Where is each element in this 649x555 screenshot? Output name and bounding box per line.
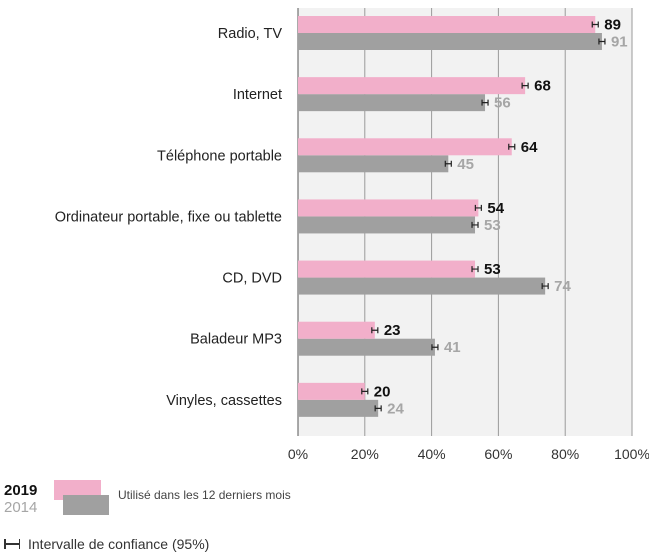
category-label: Radio, TV bbox=[218, 26, 283, 42]
value-label-2014: 56 bbox=[494, 95, 511, 112]
error-bar-2014 bbox=[598, 38, 606, 45]
x-tick-label: 40% bbox=[418, 446, 446, 462]
bar-2019 bbox=[298, 260, 476, 278]
bar-2014 bbox=[298, 399, 379, 417]
error-bar-2019 bbox=[371, 327, 379, 334]
value-label-2019: 54 bbox=[487, 200, 504, 217]
bar-2014 bbox=[298, 155, 449, 173]
value-label-2019: 89 bbox=[604, 17, 621, 34]
x-tick-label: 100% bbox=[614, 446, 649, 462]
error-bar-2019 bbox=[508, 143, 516, 150]
x-tick-label: 20% bbox=[351, 446, 379, 462]
x-tick-label: 0% bbox=[288, 446, 308, 462]
bar-2014 bbox=[298, 33, 602, 50]
error-bar-2014 bbox=[481, 99, 489, 106]
value-label-2019: 68 bbox=[534, 78, 551, 95]
x-tick-labels: 0% 20% 40% 60% 80% 100% bbox=[288, 446, 649, 462]
error-bars bbox=[361, 21, 606, 412]
bar-2014 bbox=[298, 216, 476, 234]
value-label-2014: 45 bbox=[457, 156, 474, 173]
error-bar-2014 bbox=[444, 160, 452, 167]
category-label: Internet bbox=[233, 87, 282, 103]
x-tick-label: 80% bbox=[551, 446, 579, 462]
error-bar-2019 bbox=[521, 82, 529, 89]
bar-2014 bbox=[298, 338, 435, 356]
value-label-2019: 64 bbox=[521, 139, 538, 156]
bar-2019 bbox=[298, 138, 512, 156]
error-bar-2019 bbox=[591, 21, 599, 28]
category-label: Vinyles, cassettes bbox=[166, 393, 282, 409]
bar-2014 bbox=[298, 277, 546, 295]
category-label: Téléphone portable bbox=[157, 148, 282, 164]
value-label-2014: 24 bbox=[387, 400, 404, 417]
x-tick-label: 60% bbox=[484, 446, 512, 462]
category-label: CD, DVD bbox=[222, 271, 282, 287]
error-bar-2014 bbox=[541, 283, 549, 290]
error-bar-2014 bbox=[431, 344, 439, 351]
value-label-2014: 53 bbox=[484, 217, 501, 234]
bar-2014 bbox=[298, 94, 486, 112]
category-label: Baladeur MP3 bbox=[190, 332, 282, 348]
value-label-2014: 91 bbox=[611, 34, 628, 51]
bar-2019 bbox=[298, 382, 365, 400]
value-label-2019: 20 bbox=[374, 383, 391, 400]
error-bar-2019 bbox=[471, 266, 479, 273]
bar-2019 bbox=[298, 77, 526, 95]
bar-2019 bbox=[298, 16, 596, 33]
error-bar-2019 bbox=[474, 204, 482, 211]
error-bar-2014 bbox=[374, 405, 382, 412]
value-label-2014: 41 bbox=[444, 339, 461, 356]
error-bar-2014 bbox=[471, 221, 479, 228]
category-labels: Radio, TV Internet Téléphone portable Ordin… bbox=[55, 26, 283, 409]
value-label-2014: 74 bbox=[554, 278, 571, 295]
value-label-2019: 53 bbox=[484, 261, 501, 278]
bar-2019 bbox=[298, 321, 375, 339]
bars bbox=[298, 16, 602, 417]
error-bar-2019 bbox=[361, 388, 369, 395]
value-label-2019: 23 bbox=[384, 322, 401, 339]
bar-2019 bbox=[298, 199, 479, 217]
category-label: Ordinateur portable, fixe ou tablette bbox=[55, 209, 282, 225]
